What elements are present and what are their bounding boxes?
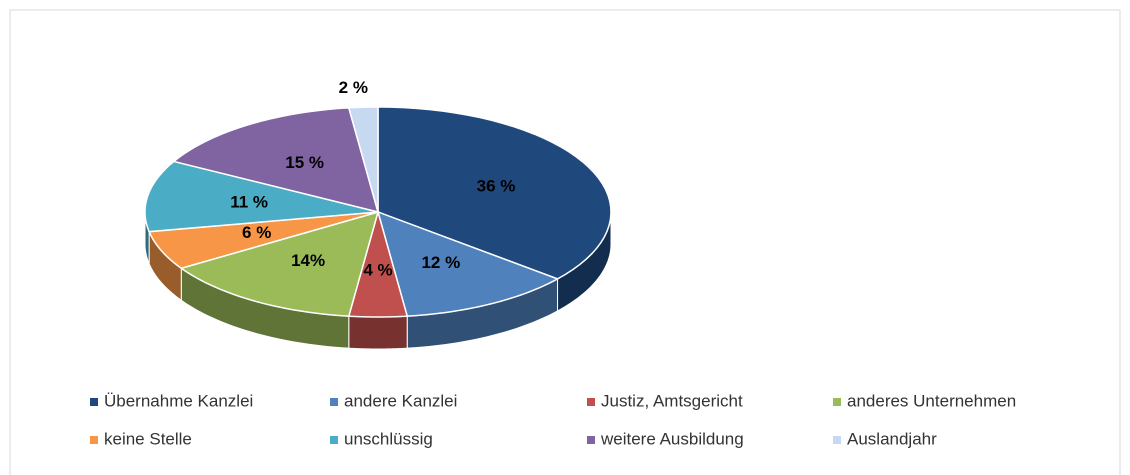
legend-label: anderes Unternehmen <box>847 391 1016 410</box>
legend-swatch <box>833 436 841 444</box>
legend-label: keine Stelle <box>104 429 192 448</box>
slice <box>179 210 380 317</box>
slice <box>148 211 379 270</box>
legend-label: Justiz, Amtsgericht <box>601 391 743 410</box>
slice <box>347 209 409 318</box>
legend-swatch <box>330 436 338 444</box>
legend-label: unschlüssig <box>344 429 433 448</box>
legend-swatch <box>90 398 98 406</box>
slice <box>144 160 379 233</box>
value-label: 36 % <box>477 176 516 195</box>
value-label: 11 % <box>230 192 268 211</box>
legend-label: andere Kanzlei <box>344 391 457 410</box>
legend-swatch <box>330 398 338 406</box>
slice <box>377 106 612 280</box>
legend-swatch <box>90 436 98 444</box>
value-label: 4 % <box>363 260 392 279</box>
value-label: 15 % <box>285 153 324 172</box>
value-label: 14% <box>291 251 325 270</box>
slice <box>347 106 379 213</box>
legend-swatch <box>833 398 841 406</box>
legend-swatch <box>587 398 595 406</box>
slice <box>172 107 380 214</box>
value-label: 6 % <box>242 223 271 242</box>
value-label: 12 % <box>421 253 460 272</box>
legend-label: Übernahme Kanzlei <box>104 391 253 410</box>
legend-swatch <box>587 436 595 444</box>
legend-label: Auslandjahr <box>847 429 937 448</box>
value-label: 2 % <box>339 78 368 97</box>
slice-side <box>348 315 408 350</box>
slice <box>376 210 560 317</box>
legend-label: weitere Ausbildung <box>600 429 744 448</box>
